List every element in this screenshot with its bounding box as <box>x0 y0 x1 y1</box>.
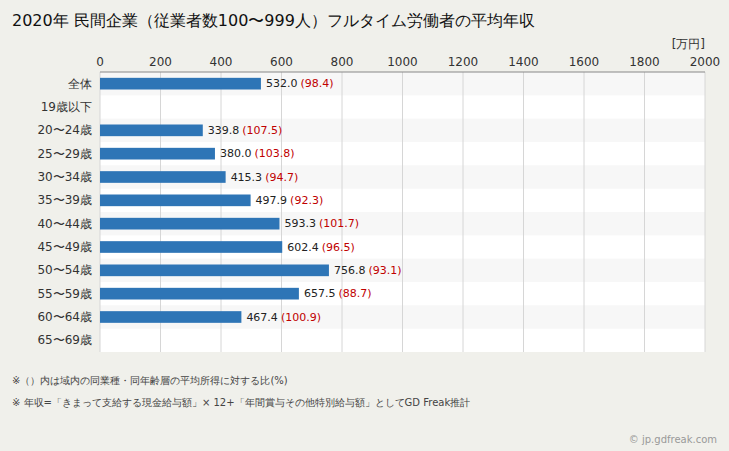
plot-background <box>100 72 705 352</box>
ratio-label: (96.5) <box>322 241 355 254</box>
value-label: 593.3 <box>284 217 316 230</box>
tick-label: 1400 <box>508 55 539 69</box>
grid-line <box>523 72 524 352</box>
value-label: 467.4 <box>246 311 277 324</box>
grid <box>100 72 705 352</box>
tick-label: 600 <box>270 55 293 69</box>
background <box>0 0 729 451</box>
value-label: 339.8 <box>208 124 240 137</box>
grid-line <box>160 72 161 352</box>
ratio-label: (107.5) <box>242 124 282 137</box>
ratio-label: (98.4) <box>300 77 333 90</box>
category-label: 19歳以下 <box>41 100 92 114</box>
ratio-label: (92.3) <box>290 194 323 207</box>
bar <box>100 148 215 160</box>
bar <box>100 125 203 137</box>
grid-line <box>644 72 645 352</box>
watermark: © jp.gdfreak.com <box>629 434 717 445</box>
bar <box>100 288 299 300</box>
bar <box>100 195 251 207</box>
category-label: 30〜34歳 <box>37 170 92 184</box>
bar <box>100 311 241 323</box>
tick-label: 2000 <box>690 55 721 69</box>
tick-label: 0 <box>96 55 104 69</box>
axis-label: [万円] <box>672 37 705 51</box>
grid-line <box>463 72 464 352</box>
tick-label: 400 <box>210 55 233 69</box>
category-label: 40〜44歳 <box>37 217 92 231</box>
chart: 2020年 民間企業（従業者数100〜999人）フルタイム労働者の平均年収 [万円… <box>0 0 729 451</box>
value-label: 756.8 <box>334 264 366 277</box>
category-label: 45〜49歳 <box>37 240 92 254</box>
tick-label: 1200 <box>448 55 479 69</box>
tick-label: 800 <box>331 55 354 69</box>
bar <box>100 218 279 230</box>
tick-label: 1600 <box>569 55 600 69</box>
ratio-label: (103.8) <box>254 147 294 160</box>
title: 2020年 民間企業（従業者数100〜999人）フルタイム労働者の平均年収 <box>12 11 535 30</box>
ratio-label: (88.7) <box>338 287 371 300</box>
category-label: 25〜29歳 <box>37 147 92 161</box>
bar <box>100 78 261 90</box>
ratio-label: (94.7) <box>265 171 298 184</box>
tick-label: 1000 <box>387 55 418 69</box>
value-label: 380.0 <box>220 147 252 160</box>
bar <box>100 265 329 277</box>
value-label: 532.0 <box>266 77 298 90</box>
bar <box>100 241 282 253</box>
category-label: 55〜59歳 <box>37 287 92 301</box>
bars <box>100 78 329 323</box>
grid-line <box>342 72 343 352</box>
bar <box>100 171 226 183</box>
grid-line <box>221 72 222 352</box>
axis-line <box>100 72 705 73</box>
grid-line <box>100 72 101 352</box>
labels: 532.0(98.4) 339.8(107.5) 380.0(103.8) 415.3… <box>208 77 402 323</box>
ratio-label: (93.1) <box>368 264 401 277</box>
category-label: 50〜54歳 <box>37 263 92 277</box>
ratio-label: (100.9) <box>281 311 321 324</box>
value-label: 657.5 <box>304 287 336 300</box>
value-label: 602.4 <box>287 241 319 254</box>
note: ※ 年収=「きまって支給する現金給与額」× 12+「年間賞与その他特別給与額」と… <box>12 397 470 408</box>
category-label: 60〜64歳 <box>37 310 92 324</box>
category-label: 20〜24歳 <box>37 123 92 137</box>
ratio-label: (101.7) <box>319 217 359 230</box>
value-label: 497.9 <box>256 194 288 207</box>
grid-line <box>402 72 403 352</box>
tick-label: 1800 <box>629 55 660 69</box>
grid-line <box>705 72 706 352</box>
value-label: 415.3 <box>231 171 262 184</box>
category-label: 65〜69歳 <box>37 333 92 347</box>
tick-label: 200 <box>149 55 172 69</box>
category-label: 全体 <box>68 77 92 91</box>
note: ※（）内は域内の同業種・同年齢層の平均所得に対する比(%) <box>12 375 288 386</box>
grid-line <box>584 72 585 352</box>
category-label: 35〜39歳 <box>37 193 92 207</box>
